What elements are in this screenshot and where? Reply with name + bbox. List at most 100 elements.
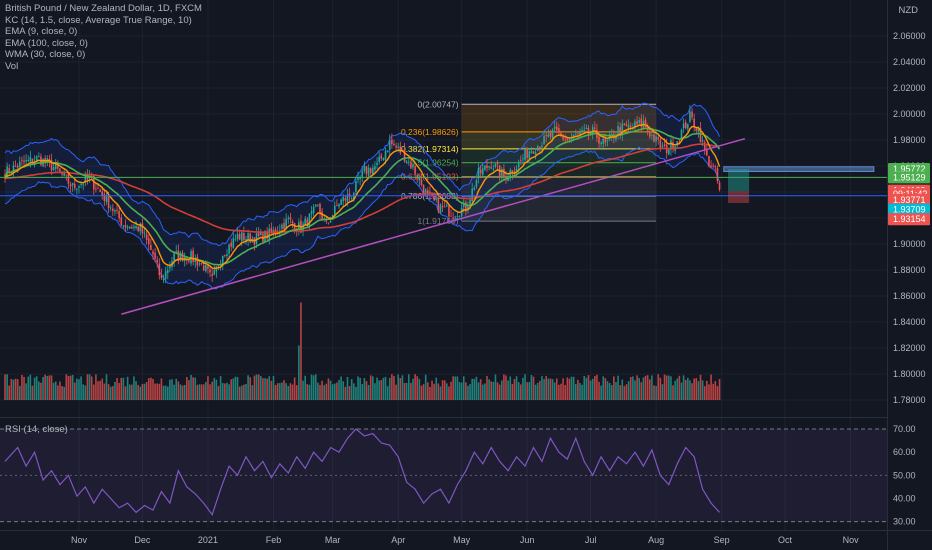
volume-bar xyxy=(118,382,120,400)
candle-body xyxy=(547,134,550,137)
price-label-box xyxy=(888,171,930,184)
candle-body xyxy=(230,242,232,247)
legend-ema9[interactable]: EMA (9, close, 0) xyxy=(5,26,78,38)
fib-level-label: 0(2.00747) xyxy=(417,99,458,109)
volume-bar xyxy=(431,380,433,400)
candle-body xyxy=(549,132,552,137)
time-tick-label: Sep xyxy=(714,535,730,545)
candle-body xyxy=(708,155,710,167)
volume-bar xyxy=(638,378,640,400)
candle-body xyxy=(344,198,347,201)
candle-body xyxy=(581,129,583,133)
candle-body xyxy=(139,223,142,232)
candle-body xyxy=(137,226,139,232)
candle-body xyxy=(454,216,457,218)
candle-body xyxy=(672,142,674,150)
candle-body xyxy=(135,226,137,229)
volume-bar xyxy=(281,382,283,400)
volume-bar xyxy=(18,385,21,400)
volume-bar xyxy=(160,378,163,400)
candle-body xyxy=(481,168,484,175)
time-tick-label: Dec xyxy=(134,535,151,545)
candle-body xyxy=(653,134,655,142)
candle-body xyxy=(166,269,169,273)
legend-symbol-title[interactable]: British Pound / New Zealand Dollar, 1D, … xyxy=(5,3,202,14)
legend-volume[interactable]: Vol xyxy=(5,60,19,72)
candle-body xyxy=(234,238,237,240)
candle-body xyxy=(158,263,161,276)
rsi-line xyxy=(4,428,720,516)
volume-bar xyxy=(458,382,461,400)
candlestick-series xyxy=(4,104,721,284)
candle-body xyxy=(226,254,228,257)
time-axis[interactable]: Nov Dec 2021 Feb Mar Apr May Jun Jul Aug Sep Oct Nov xyxy=(71,535,859,545)
price-tick-label: 2.04000 xyxy=(893,57,926,67)
volume-bar xyxy=(291,384,294,400)
volume-bar xyxy=(500,380,503,400)
candle-body xyxy=(177,250,180,261)
candle-body xyxy=(116,210,118,211)
volume-bar xyxy=(224,383,226,400)
volume-bar xyxy=(659,377,662,400)
candle-body xyxy=(448,205,450,217)
legend-keltner[interactable]: KC (14, 1.5, close, Average True Range, … xyxy=(5,14,192,26)
legend-wma30[interactable]: WMA (30, close, 0) xyxy=(5,49,86,61)
candle-body xyxy=(270,228,273,233)
volume-bar xyxy=(346,377,349,400)
candle-body xyxy=(657,137,660,140)
rsi-legend[interactable]: RSI (14, close) xyxy=(5,424,68,435)
volume-bar xyxy=(433,383,435,400)
candle-body xyxy=(321,211,323,220)
candle-body xyxy=(245,238,247,242)
candle-body xyxy=(433,195,435,201)
volume-bar xyxy=(266,378,268,400)
candle-body xyxy=(103,194,106,201)
volume-bar xyxy=(59,381,61,400)
volume-bar xyxy=(177,381,180,400)
candle-body xyxy=(684,121,687,129)
volume-bar xyxy=(205,381,207,400)
candle-body xyxy=(118,210,120,219)
candle-body xyxy=(678,141,681,143)
candle-body xyxy=(574,134,577,136)
volume-bar xyxy=(492,381,495,400)
volume-bar xyxy=(357,376,359,400)
volume-bar xyxy=(574,384,577,400)
candle-body xyxy=(515,168,518,173)
volume-bar xyxy=(410,382,412,400)
candle-body xyxy=(701,140,704,142)
candle-body xyxy=(23,160,25,163)
volume-bar xyxy=(503,374,505,400)
volume-bar xyxy=(651,375,653,400)
volume-bar xyxy=(238,386,241,400)
drawing-tools[interactable] xyxy=(0,137,887,315)
volume-bar xyxy=(329,380,332,400)
volume-bar xyxy=(471,378,473,400)
volume-bar xyxy=(699,374,702,400)
volume-bar xyxy=(558,384,560,400)
candle-body xyxy=(710,165,712,168)
volume-bar xyxy=(29,374,32,400)
volume-bar xyxy=(530,375,533,400)
candle-body xyxy=(594,127,596,129)
volume-bar xyxy=(401,375,404,400)
candle-body xyxy=(54,163,57,169)
candle-body xyxy=(369,168,372,173)
volume-bar xyxy=(48,375,51,400)
volume-bar xyxy=(42,376,44,400)
legend-ema100[interactable]: EMA (100, close, 0) xyxy=(5,37,88,49)
volume-bar xyxy=(369,375,372,400)
volume-bar xyxy=(196,384,199,400)
volume-bar xyxy=(355,386,357,400)
candle-body xyxy=(327,222,330,224)
candle-body xyxy=(625,124,628,127)
volume-bar xyxy=(393,376,395,400)
candle-body xyxy=(689,111,691,122)
candle-body xyxy=(397,146,400,148)
candle-body xyxy=(602,138,605,144)
fib-level-label: 0.236(1.98626) xyxy=(401,127,459,137)
candle-body xyxy=(511,170,514,174)
volume-bar xyxy=(374,383,376,400)
candle-body xyxy=(585,127,588,130)
